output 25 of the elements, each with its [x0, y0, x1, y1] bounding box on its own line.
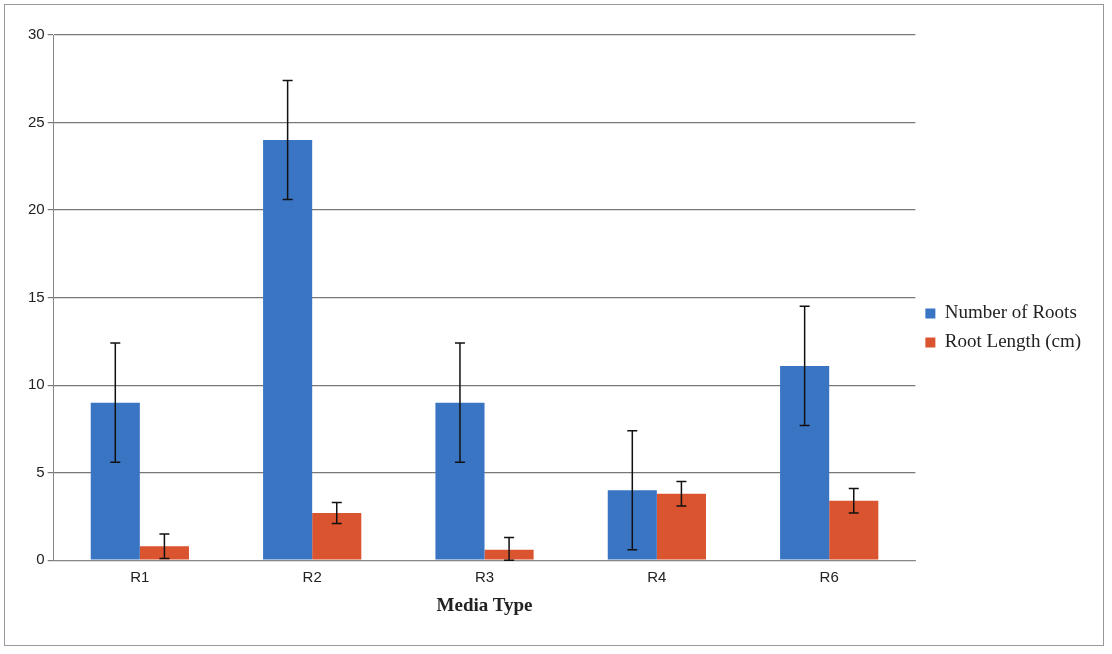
- bar: [435, 402, 485, 560]
- bar: [90, 402, 140, 560]
- y-tick-label: 15: [28, 287, 45, 305]
- x-tick-label: R1: [130, 568, 150, 586]
- bar: [829, 500, 879, 560]
- y-tick-label: 20: [28, 200, 45, 218]
- bar: [139, 546, 189, 560]
- y-tick-label: 5: [36, 462, 45, 480]
- y-tick-label: 0: [36, 550, 45, 568]
- bar: [607, 490, 657, 560]
- legend-label: Root Length (cm): [944, 330, 1081, 353]
- legend-label: Number of Roots: [944, 301, 1077, 323]
- bar: [484, 549, 534, 560]
- x-tick-label: R3: [474, 568, 495, 586]
- bar: [780, 365, 830, 560]
- x-tick-label: R2: [302, 568, 322, 586]
- y-tick-label: 25: [28, 112, 45, 130]
- bar: [656, 493, 706, 560]
- y-tick-label: 10: [28, 375, 45, 393]
- x-tick-label: R6: [819, 568, 839, 586]
- bar: [263, 140, 313, 560]
- bar: [312, 512, 362, 560]
- x-axis-title: Media Type: [436, 593, 533, 615]
- y-tick-label: 30: [28, 25, 45, 43]
- x-tick-label: R4: [647, 568, 667, 586]
